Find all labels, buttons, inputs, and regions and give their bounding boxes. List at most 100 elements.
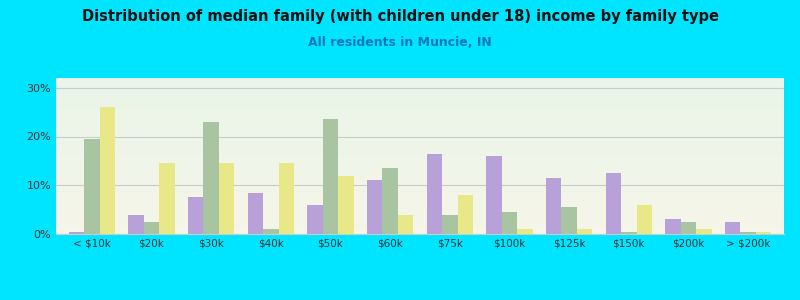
Bar — [56, 140, 784, 142]
Bar — [56, 209, 784, 211]
Bar — [56, 109, 784, 111]
Bar — [56, 143, 784, 145]
Bar — [56, 175, 784, 176]
Bar — [278, 163, 294, 234]
Bar — [725, 222, 741, 234]
Bar — [56, 229, 784, 231]
Bar — [56, 114, 784, 116]
Bar — [144, 222, 159, 234]
Bar — [56, 100, 784, 101]
Bar — [56, 158, 784, 159]
Bar — [577, 229, 593, 234]
Bar — [56, 133, 784, 134]
Bar — [56, 150, 784, 151]
Bar — [56, 217, 784, 218]
Bar — [56, 130, 784, 131]
Bar — [56, 84, 784, 86]
Bar — [56, 179, 784, 181]
Bar — [56, 170, 784, 172]
Bar — [56, 169, 784, 170]
Bar — [56, 131, 784, 133]
Bar — [159, 163, 174, 234]
Bar — [56, 134, 784, 136]
Bar — [56, 225, 784, 226]
Bar — [56, 151, 784, 153]
Bar — [56, 81, 784, 83]
Bar — [56, 232, 784, 234]
Bar — [56, 103, 784, 104]
Bar — [56, 181, 784, 182]
Bar — [56, 122, 784, 123]
Bar — [382, 168, 398, 234]
Bar — [56, 137, 784, 139]
Text: All residents in Muncie, IN: All residents in Muncie, IN — [308, 36, 492, 49]
Bar — [56, 142, 784, 143]
Bar — [56, 111, 784, 112]
Bar — [56, 215, 784, 217]
Bar — [203, 122, 219, 234]
Bar — [56, 89, 784, 91]
Bar — [56, 104, 784, 106]
Bar — [398, 214, 414, 234]
Bar — [56, 214, 784, 215]
Bar — [426, 154, 442, 234]
Bar — [56, 91, 784, 92]
Bar — [56, 95, 784, 97]
Bar — [56, 194, 784, 195]
Bar — [56, 164, 784, 165]
Bar — [56, 189, 784, 190]
Bar — [56, 123, 784, 125]
Bar — [56, 203, 784, 204]
Bar — [84, 139, 99, 234]
Bar — [56, 196, 784, 198]
Bar — [562, 207, 577, 234]
Bar — [56, 112, 784, 114]
Bar — [56, 195, 784, 196]
Bar — [56, 139, 784, 140]
Text: Distribution of median family (with children under 18) income by family type: Distribution of median family (with chil… — [82, 9, 718, 24]
Bar — [56, 94, 784, 95]
Bar — [56, 98, 784, 100]
Bar — [56, 187, 784, 189]
Bar — [307, 205, 322, 234]
Bar — [56, 201, 784, 203]
Bar — [56, 80, 784, 81]
Bar — [56, 87, 784, 89]
Bar — [486, 156, 502, 234]
Bar — [56, 86, 784, 87]
Bar — [56, 147, 784, 148]
Bar — [458, 195, 473, 234]
Bar — [56, 192, 784, 194]
Bar — [56, 221, 784, 223]
Bar — [56, 165, 784, 167]
Bar — [56, 108, 784, 109]
Bar — [546, 178, 562, 234]
Bar — [56, 156, 784, 158]
Bar — [56, 190, 784, 192]
Bar — [56, 206, 784, 208]
Bar — [56, 208, 784, 209]
Bar — [56, 220, 784, 221]
Bar — [56, 154, 784, 156]
Bar — [56, 120, 784, 122]
Bar — [219, 163, 234, 234]
Bar — [56, 184, 784, 186]
Bar — [56, 200, 784, 201]
Bar — [56, 92, 784, 94]
Bar — [56, 231, 784, 232]
Bar — [56, 148, 784, 150]
Bar — [518, 229, 533, 234]
Bar — [56, 101, 784, 103]
Bar — [442, 214, 458, 234]
Bar — [56, 116, 784, 117]
Bar — [56, 204, 784, 206]
Bar — [56, 153, 784, 154]
Bar — [56, 176, 784, 178]
Bar — [502, 212, 518, 234]
Bar — [637, 205, 652, 234]
Bar — [606, 173, 621, 234]
Bar — [56, 126, 784, 128]
Bar — [56, 182, 784, 184]
Bar — [56, 128, 784, 130]
Bar — [56, 136, 784, 137]
